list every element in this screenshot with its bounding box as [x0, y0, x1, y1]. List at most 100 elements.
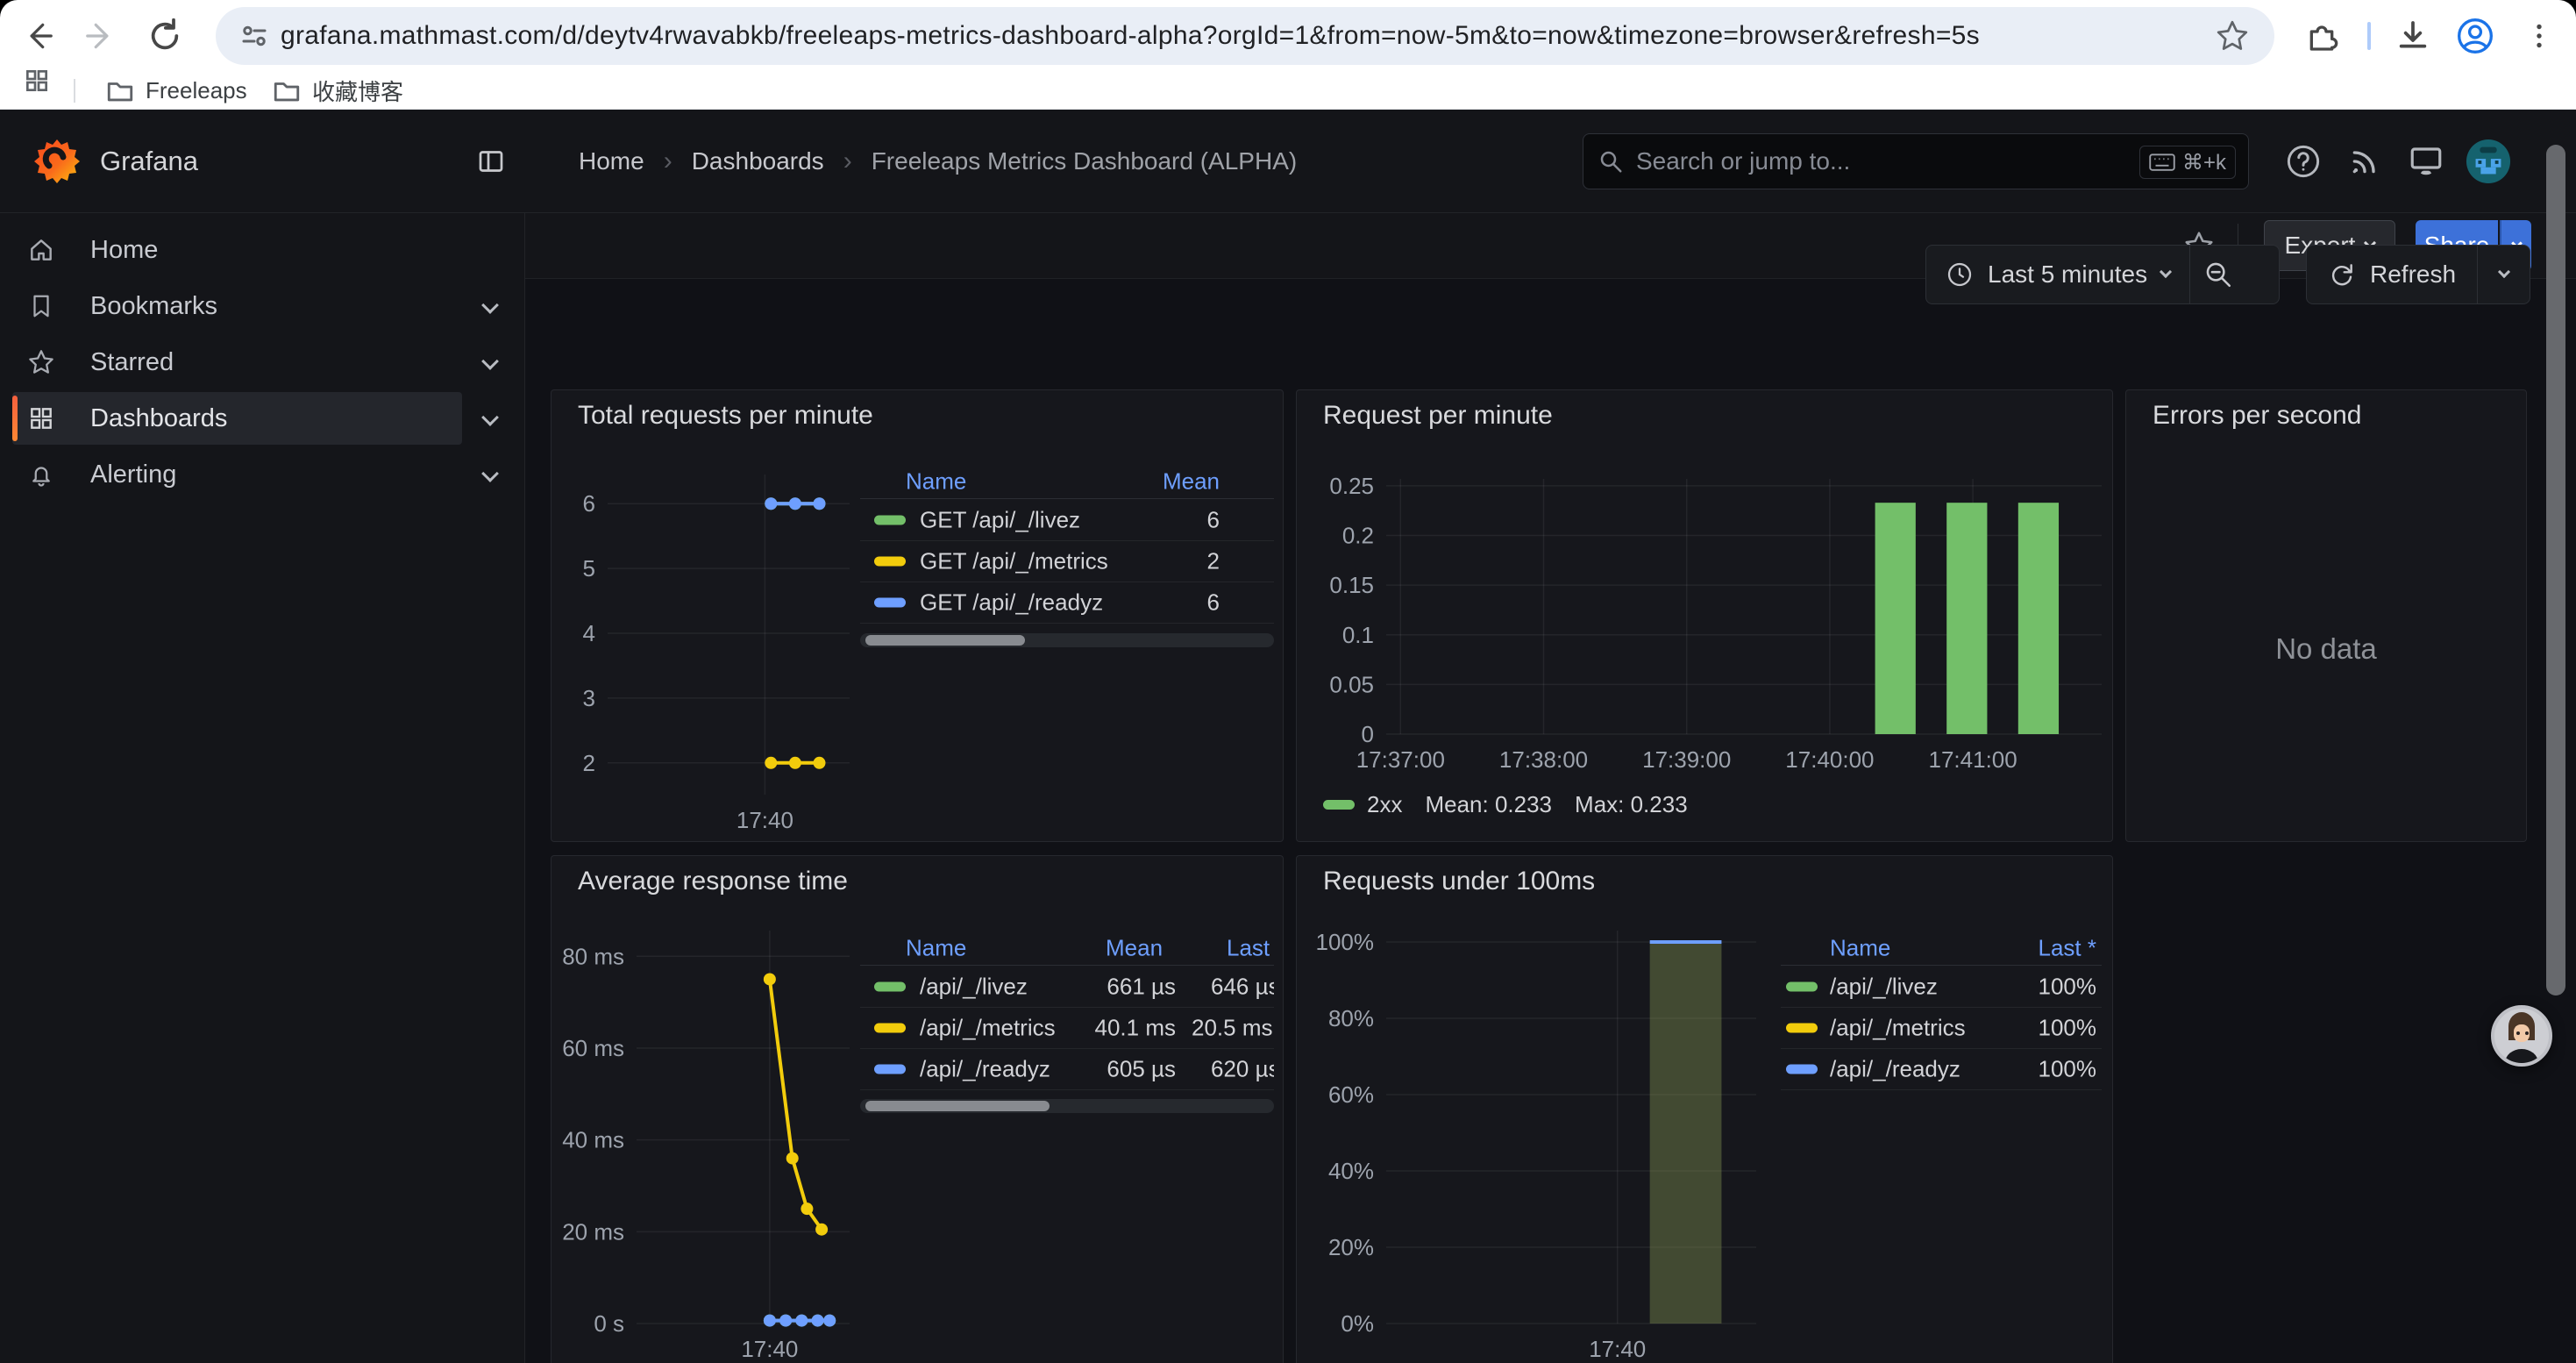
legend-header-name[interactable]: Name — [906, 934, 966, 961]
series-name[interactable]: /api/_/readyz — [1830, 1056, 1960, 1083]
user-avatar[interactable] — [2466, 139, 2511, 184]
series-color-pill — [874, 598, 906, 608]
legend-header-name[interactable]: Name — [906, 467, 966, 495]
keyboard-icon — [2149, 153, 2175, 172]
panel-errors-per-second[interactable]: Errors per second No data — [2125, 389, 2527, 842]
legend-row[interactable]: GET /api/_/readyz 6 — [860, 582, 1274, 624]
series-mean: 40.1 ms — [1079, 1015, 1176, 1042]
news-rss-icon[interactable] — [2342, 139, 2387, 184]
series-name[interactable]: GET /api/_/readyz — [920, 589, 1103, 617]
panel-title[interactable]: Errors per second — [2153, 401, 2361, 431]
legend-row[interactable]: /api/_/livez 661 µs 646 µs — [860, 967, 1274, 1008]
profile-icon[interactable] — [2449, 10, 2501, 62]
bookmark-label: 收藏博客 — [312, 75, 403, 107]
bookmark-star-icon[interactable] — [2206, 10, 2259, 62]
panel-under-100ms[interactable]: Requests under 100ms 100%80%60%40%20%0%1… — [1296, 855, 2113, 1363]
sidebar-item-bookmarks[interactable]: Bookmarks — [0, 278, 524, 334]
bookmarks-bar: Freeleaps 收藏博客 — [0, 72, 2576, 110]
series-color-pill — [874, 1024, 906, 1033]
series-name[interactable]: GET /api/_/metrics — [920, 548, 1108, 575]
bookmark-folder-blogs[interactable]: 收藏博客 — [263, 75, 412, 106]
floating-assistant-avatar[interactable] — [2491, 1005, 2552, 1067]
time-range-picker[interactable]: Last 5 minutes — [1926, 260, 2189, 289]
refresh-interval-button[interactable] — [2478, 273, 2530, 276]
legend-scrollbar-thumb[interactable] — [865, 635, 1025, 646]
series-name[interactable]: /api/_/readyz — [920, 1056, 1050, 1083]
site-settings-icon[interactable] — [228, 10, 281, 62]
series-name[interactable]: /api/_/metrics — [1830, 1015, 1966, 1042]
legend-header-last[interactable]: Last * — [2039, 934, 2097, 961]
svg-text:20 ms: 20 ms — [562, 1218, 624, 1245]
breadcrumb-dashboards[interactable]: Dashboards — [692, 147, 824, 175]
active-item-highlight — [12, 392, 462, 445]
svg-text:17:37:00: 17:37:00 — [1356, 746, 1445, 773]
legend-row[interactable]: /api/_/readyz 605 µs 620 µs — [860, 1049, 1274, 1090]
forward-icon[interactable] — [74, 10, 126, 62]
series-color-pill — [1786, 1065, 1818, 1074]
sidebar-item-home[interactable]: Home — [0, 222, 524, 278]
series-last: 20.5 ms — [1192, 1015, 1273, 1042]
legend-table: Name Last * /api/_/livez 100% /api/_/met… — [1781, 931, 2102, 1116]
series-name[interactable]: GET /api/_/livez — [920, 507, 1080, 534]
dock-sidebar-icon[interactable] — [468, 139, 514, 184]
chevron-down-icon[interactable] — [481, 296, 499, 314]
legend-row[interactable]: /api/_/metrics 40.1 ms 20.5 ms — [860, 1008, 1274, 1049]
chevron-down-icon[interactable] — [481, 409, 499, 426]
panel-total-requests[interactable]: Total requests per minute 6543217:40 Nam… — [551, 389, 1284, 842]
legend-scrollbar-thumb[interactable] — [865, 1101, 1050, 1111]
panel-avg-response[interactable]: Average response time 80 ms60 ms40 ms20 … — [551, 855, 1284, 1363]
sidebar-item-dashboards[interactable]: Dashboards — [0, 390, 524, 446]
grafana-logo[interactable] — [33, 138, 81, 185]
legend-row[interactable]: /api/_/readyz 100% — [1781, 1049, 2102, 1090]
series-name[interactable]: /api/_/metrics — [920, 1015, 1056, 1042]
legend-header-last[interactable]: Last * — [1227, 934, 1274, 961]
legend-series[interactable]: 2xx — [1323, 791, 1402, 818]
sidebar-item-label: Dashboards — [90, 404, 227, 433]
downloads-icon[interactable] — [2387, 10, 2439, 62]
svg-text:17:38:00: 17:38:00 — [1499, 746, 1588, 773]
legend-row[interactable]: /api/_/livez 100% — [1781, 967, 2102, 1008]
legend-row[interactable]: GET /api/_/metrics 2 — [860, 541, 1274, 582]
series-name[interactable]: /api/_/livez — [920, 974, 1028, 1001]
breadcrumb: Home › Dashboards › Freeleaps Metrics Da… — [579, 110, 1297, 213]
dashboards-icon — [26, 403, 56, 433]
legend-table: Name Mean GET /api/_/livez 6 GET /api/_/… — [860, 464, 1274, 648]
zoom-out-button[interactable] — [2190, 260, 2246, 289]
svg-text:2: 2 — [583, 750, 595, 776]
legend-scrollbar[interactable] — [860, 633, 1274, 647]
browser-menu-icon[interactable] — [2513, 10, 2565, 62]
search-input[interactable]: Search or jump to... ⌘+k — [1583, 133, 2249, 189]
legend-row[interactable]: GET /api/_/livez 6 — [860, 500, 1274, 541]
svg-text:40%: 40% — [1328, 1158, 1374, 1184]
sidebar-item-starred[interactable]: Starred — [0, 334, 524, 390]
legend-header-name[interactable]: Name — [1830, 934, 1890, 961]
series-last: 100% — [2039, 974, 2097, 1001]
search-shortcut: ⌘+k — [2182, 150, 2226, 175]
url-bar[interactable]: grafana.mathmast.com/d/deytv4rwavabkb/fr… — [216, 7, 2274, 65]
url-text[interactable]: grafana.mathmast.com/d/deytv4rwavabkb/fr… — [281, 7, 1980, 65]
chevron-down-icon[interactable] — [481, 465, 499, 482]
screen: grafana.mathmast.com/d/deytv4rwavabkb/fr… — [0, 0, 2576, 1363]
series-name[interactable]: /api/_/livez — [1830, 974, 1938, 1001]
legend-row[interactable]: /api/_/metrics 100% — [1781, 1008, 2102, 1049]
legend-header-mean[interactable]: Mean — [1106, 934, 1163, 961]
panel-request-per-minute[interactable]: Request per minute 0.250.20.150.10.05017… — [1296, 389, 2113, 842]
bookmark-folder-freeleaps[interactable]: Freeleaps — [96, 75, 256, 106]
sidebar-item-alerting[interactable]: Alerting — [0, 446, 524, 503]
refresh-button[interactable]: Refresh — [2307, 260, 2477, 289]
breadcrumb-home[interactable]: Home — [579, 147, 644, 175]
legend-header-mean[interactable]: Mean — [1163, 467, 1220, 495]
legend: 2xx Mean: 0.233 Max: 0.233 — [1323, 787, 1688, 822]
svg-text:60%: 60% — [1328, 1081, 1374, 1108]
chevron-down-icon[interactable] — [481, 353, 499, 370]
apps-grid-icon[interactable] — [11, 54, 63, 107]
page-scrollbar[interactable] — [2546, 145, 2565, 995]
toolbar-divider — [2367, 22, 2371, 50]
legend-scrollbar[interactable] — [860, 1099, 1274, 1113]
help-icon[interactable] — [2281, 139, 2326, 184]
extensions-icon[interactable] — [2295, 10, 2348, 62]
monitor-icon[interactable] — [2403, 139, 2449, 184]
breadcrumb-separator: › — [843, 146, 852, 176]
series-last: 100% — [2039, 1056, 2097, 1083]
reload-icon[interactable] — [139, 10, 191, 62]
